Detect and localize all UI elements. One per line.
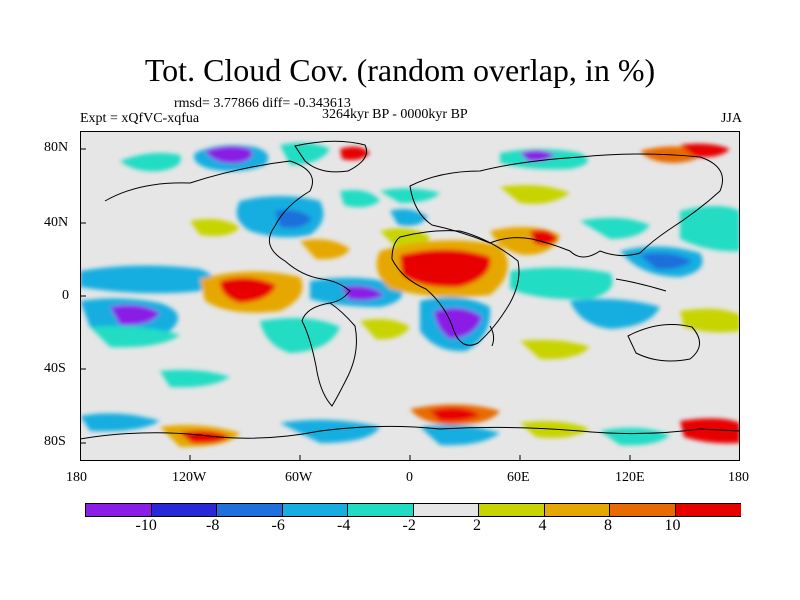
anomaly-fields xyxy=(80,142,740,447)
y-tick-label: 40N xyxy=(44,215,69,230)
legend-label: -6 xyxy=(271,517,285,534)
legend-label: 4 xyxy=(538,517,547,534)
legend-swatch xyxy=(347,503,414,517)
y-tick-label: 0 xyxy=(62,288,69,303)
x-tick-label: 60E xyxy=(507,470,530,485)
legend-label: 10 xyxy=(664,517,681,534)
anomaly-map xyxy=(79,131,741,461)
x-tick-label: 0 xyxy=(406,470,413,485)
map-title: Tot. Cloud Cov. (random overlap, in %) xyxy=(144,52,656,88)
legend-swatch xyxy=(478,503,545,517)
x-tick-label: 60W xyxy=(285,470,313,485)
x-tick-label: 120E xyxy=(615,470,645,485)
experiment-label: Expt = xQfVC-xqfua xyxy=(80,111,200,126)
legend-swatch xyxy=(412,503,479,517)
legend-swatch xyxy=(609,503,676,517)
map-svg xyxy=(79,131,741,461)
legend-label: -10 xyxy=(135,517,157,534)
map-background xyxy=(80,131,740,461)
y-tick-label: 80S xyxy=(44,434,66,449)
legend-swatch xyxy=(543,503,610,517)
x-tick-label: 120W xyxy=(172,470,207,485)
coastlines xyxy=(79,140,741,440)
legend-swatch xyxy=(674,503,741,517)
legend-label: 8 xyxy=(604,517,612,534)
legend-swatch xyxy=(216,503,283,517)
legend-label: -8 xyxy=(206,517,220,534)
y-tick-label: 40S xyxy=(44,361,66,376)
time-period-label: 3264kyr BP - 0000kyr BP xyxy=(322,107,468,122)
legend-swatch xyxy=(150,503,217,517)
legend-swatch xyxy=(85,503,152,517)
map-frame xyxy=(80,131,740,461)
x-tick-label: 180 xyxy=(728,470,749,485)
x-tick-label: 180 xyxy=(66,470,87,485)
legend-label: -4 xyxy=(337,517,351,534)
legend-label: -2 xyxy=(402,517,416,534)
rmsd-diff-stats: rmsd= 3.77866 diff= -0.343613 xyxy=(174,96,351,111)
legend-label: 2 xyxy=(473,517,481,534)
legend-swatch xyxy=(281,503,348,517)
y-tick-label: 80N xyxy=(44,140,69,155)
season-label: JJA xyxy=(720,111,742,126)
